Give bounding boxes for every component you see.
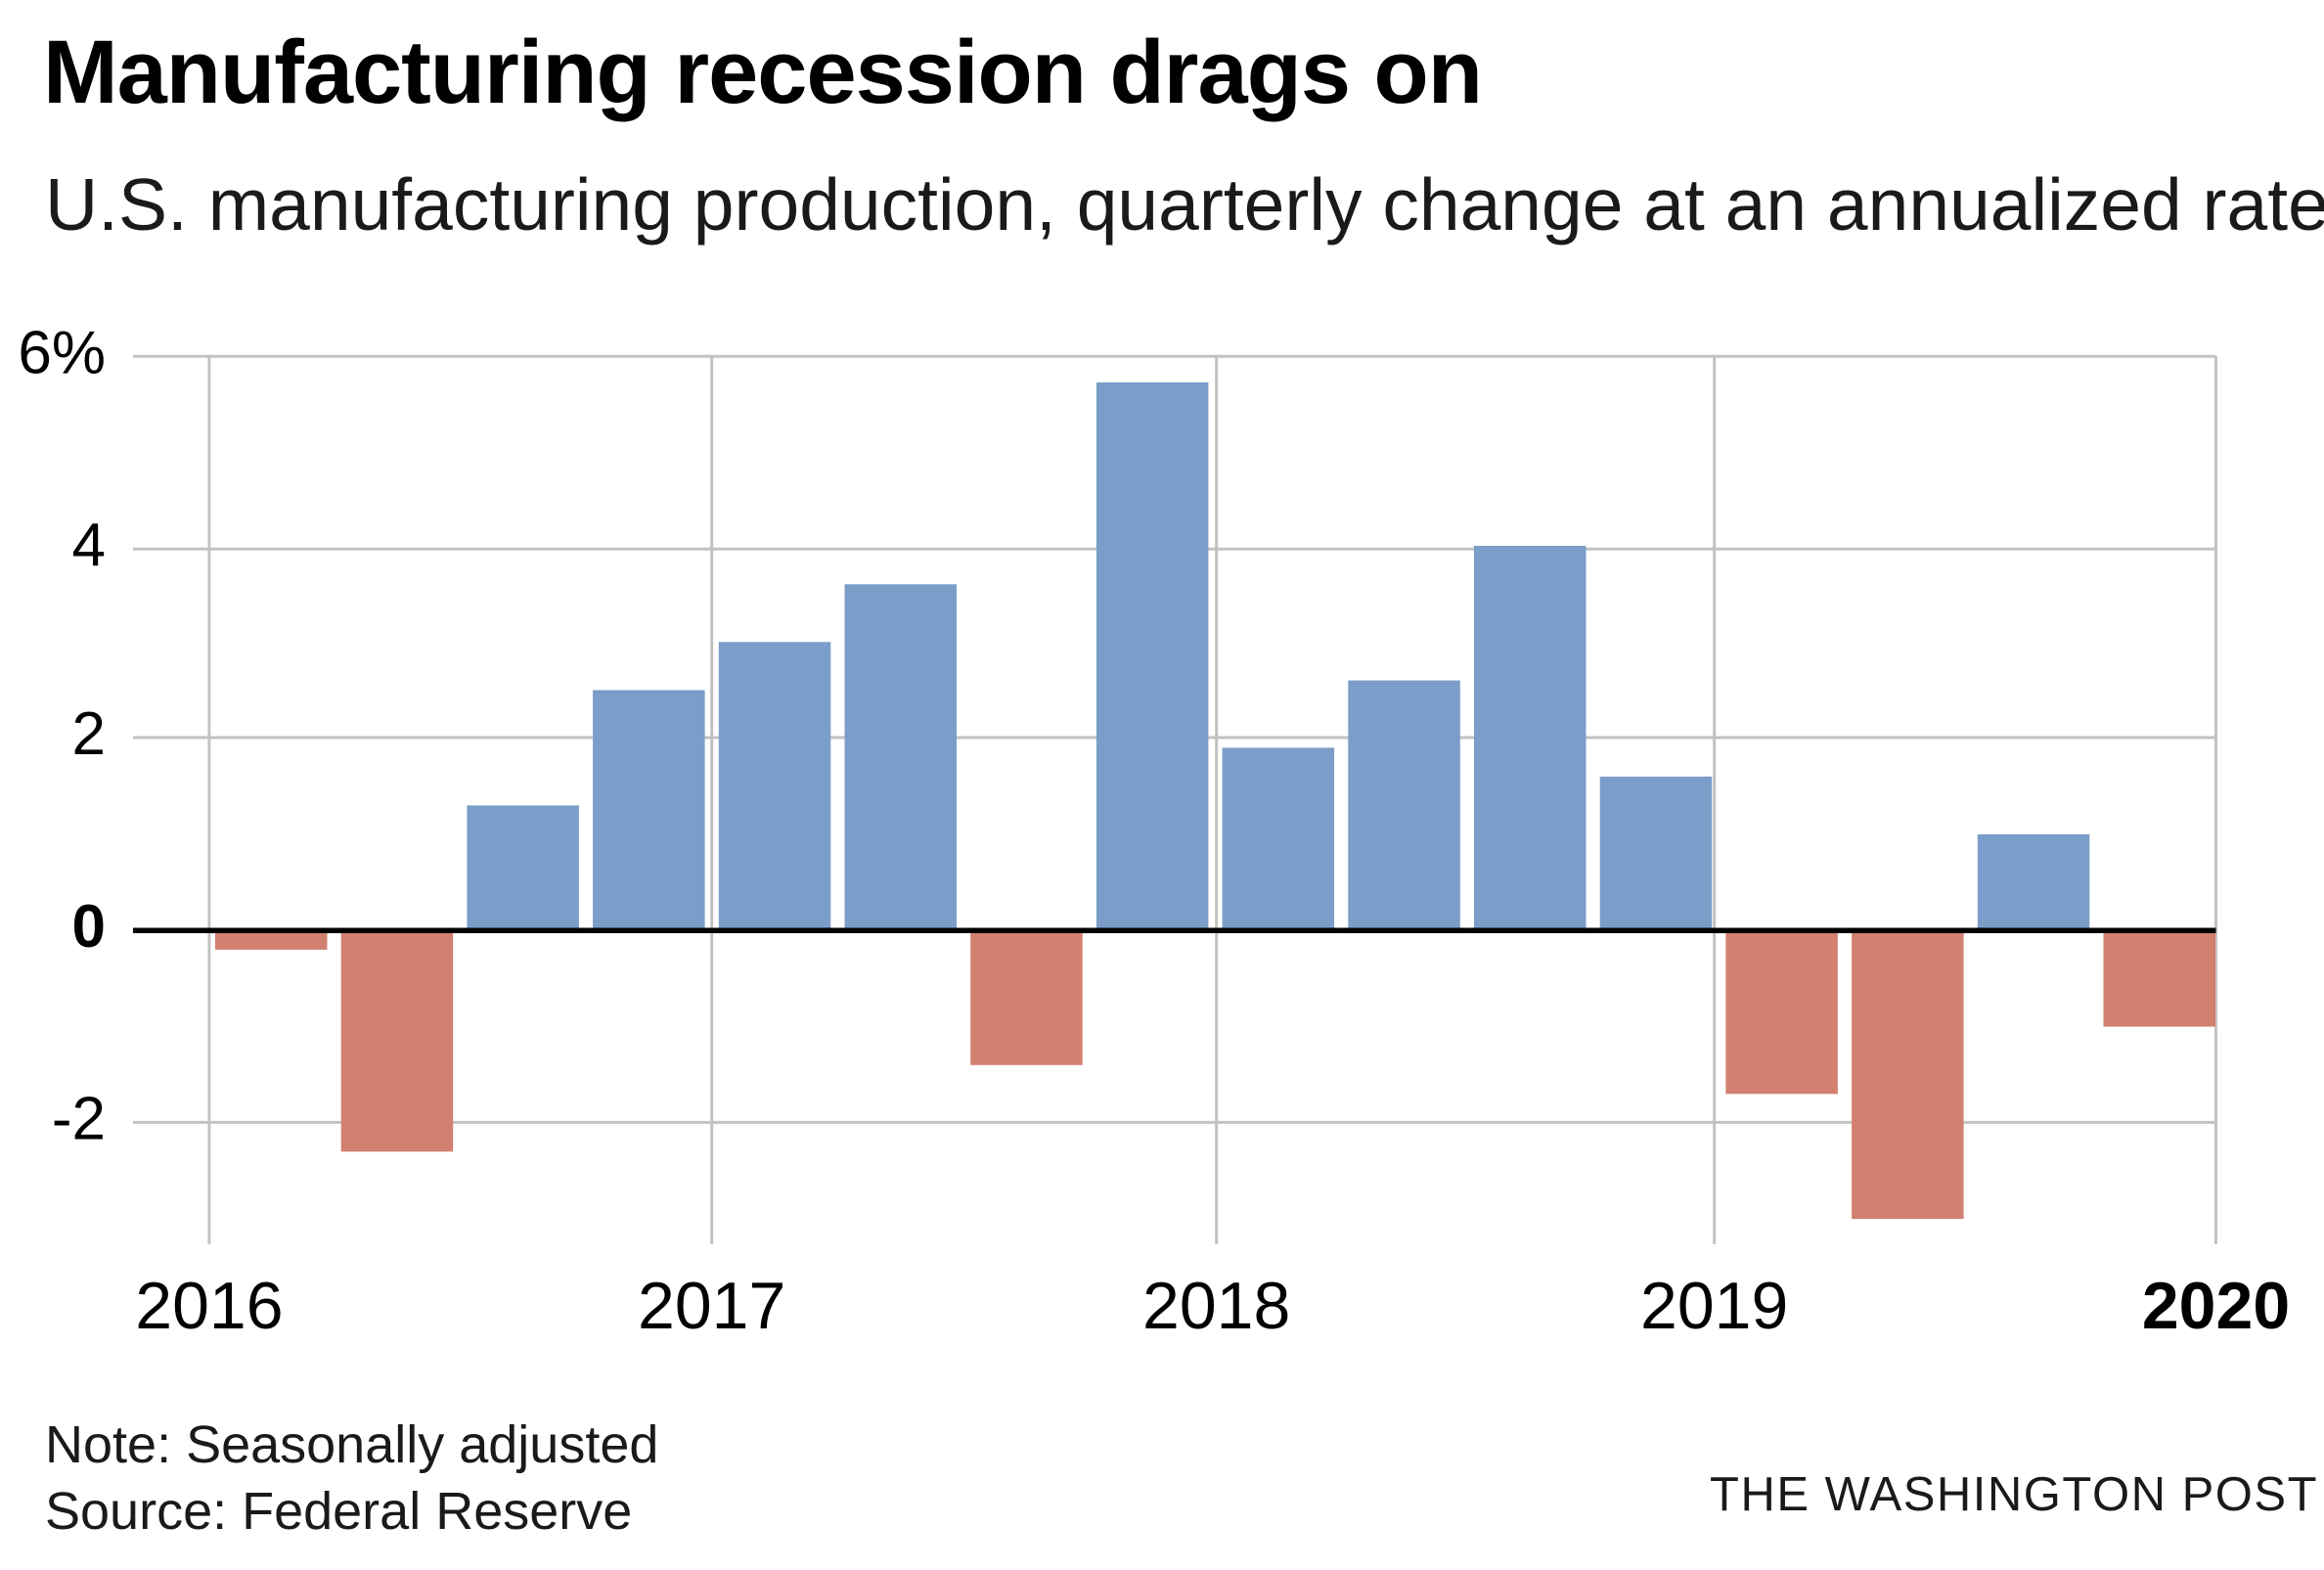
svg-text:-2: -2 (52, 1085, 106, 1152)
svg-text:2017: 2017 (638, 1269, 785, 1343)
svg-text:4: 4 (72, 512, 106, 579)
svg-text:2020: 2020 (2142, 1269, 2290, 1343)
svg-text:2018: 2018 (1142, 1269, 1290, 1343)
svg-text:0: 0 (72, 893, 106, 961)
svg-text:6%: 6% (18, 319, 106, 386)
svg-text:2: 2 (72, 700, 106, 768)
svg-text:2016: 2016 (135, 1269, 283, 1343)
svg-text:2019: 2019 (1640, 1269, 1788, 1343)
